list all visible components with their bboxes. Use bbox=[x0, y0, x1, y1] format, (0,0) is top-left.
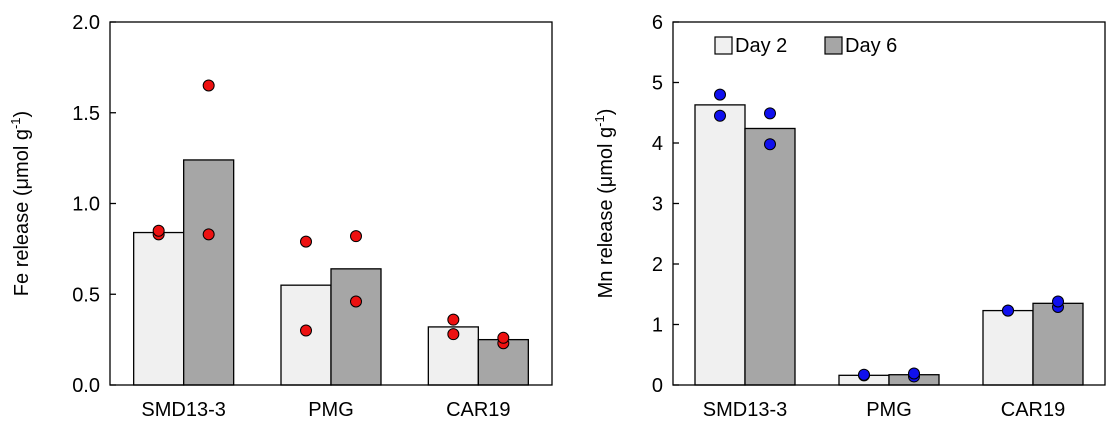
bar-day-2-smd13-3 bbox=[694, 104, 746, 386]
data-point-day-6-pmg-1 bbox=[350, 295, 362, 308]
data-point-day-6-smd13-3-2 bbox=[764, 107, 776, 120]
x-tick-label: SMD13-3 bbox=[141, 399, 225, 421]
x-tick-label: PMG bbox=[866, 399, 912, 421]
data-point-day-2-pmg-1 bbox=[300, 324, 312, 337]
y-tick-label: 1 bbox=[652, 315, 663, 337]
data-point-day-6-smd13-3-1 bbox=[764, 138, 776, 151]
data-point-day-2-car19-2 bbox=[1002, 304, 1014, 317]
data-point-day-2-smd13-3-2 bbox=[152, 224, 165, 237]
y-tick-label: 1.5 bbox=[72, 103, 100, 125]
x-tick-label: PMG bbox=[308, 399, 354, 421]
x-tick-label: CAR19 bbox=[1001, 399, 1065, 421]
data-point-day-6-smd13-3-2 bbox=[202, 79, 215, 92]
bar-day-6-car19 bbox=[1032, 302, 1084, 386]
y-tick-label: 2.0 bbox=[72, 12, 100, 34]
data-point-day-6-smd13-3-1 bbox=[202, 228, 215, 241]
y-axis-label: Mn release (μmol g-1) bbox=[592, 109, 617, 299]
y-tick-label: 0 bbox=[652, 375, 663, 397]
bar-day-2-smd13-3 bbox=[133, 231, 185, 386]
y-tick-label: 0.0 bbox=[72, 375, 100, 397]
data-point-day-6-pmg-2 bbox=[350, 230, 362, 243]
y-tick-label: 2 bbox=[652, 254, 663, 276]
legend-swatch-day-2 bbox=[714, 36, 733, 55]
y-axis-label: Fe release (μmol g-1) bbox=[8, 111, 33, 296]
bar-day-6-pmg bbox=[330, 268, 382, 386]
bar-day-2-car19 bbox=[982, 309, 1034, 386]
data-point-day-2-car19-2 bbox=[447, 313, 460, 326]
data-point-day-2-pmg-2 bbox=[300, 235, 312, 248]
data-point-day-6-car19-2 bbox=[1052, 295, 1064, 308]
bar-day-6-smd13-3 bbox=[744, 127, 796, 386]
data-point-day-6-pmg-2 bbox=[908, 367, 920, 380]
x-tick-label: CAR19 bbox=[446, 399, 510, 421]
chart-panel-2: 0 1 2 3 4 5 6 SMD13-3 PMG CAR19 Mn release (μmol g… bbox=[592, 12, 1106, 421]
x-tick-label: SMD13-3 bbox=[703, 399, 787, 421]
y-tick-label: 6 bbox=[652, 12, 663, 34]
y-tick-label: 3 bbox=[652, 194, 663, 216]
y-tick-label: 0.5 bbox=[72, 284, 100, 306]
bar-day-6-smd13-3 bbox=[183, 159, 235, 386]
data-point-day-2-pmg-2 bbox=[858, 368, 870, 381]
data-point-day-2-smd13-3-1 bbox=[714, 109, 726, 122]
y-tick-label: 5 bbox=[652, 73, 663, 95]
data-point-day-2-car19-1 bbox=[447, 328, 460, 341]
legend-label-day-2: Day 2 bbox=[735, 35, 787, 57]
legend-label-day-6: Day 6 bbox=[845, 35, 897, 57]
y-tick-label: 4 bbox=[652, 133, 663, 155]
legend-swatch-day-6 bbox=[824, 36, 843, 55]
data-point-day-2-smd13-3-2 bbox=[714, 88, 726, 101]
y-tick-label: 1.0 bbox=[72, 194, 100, 216]
legend: Day 2 Day 6 bbox=[714, 35, 897, 57]
data-point-day-6-car19-2 bbox=[497, 331, 510, 344]
chart-panel-1: 0.0 0.5 1.0 1.5 2.0 SMD13-3 PMG CAR19 Fe release… bbox=[8, 12, 553, 421]
